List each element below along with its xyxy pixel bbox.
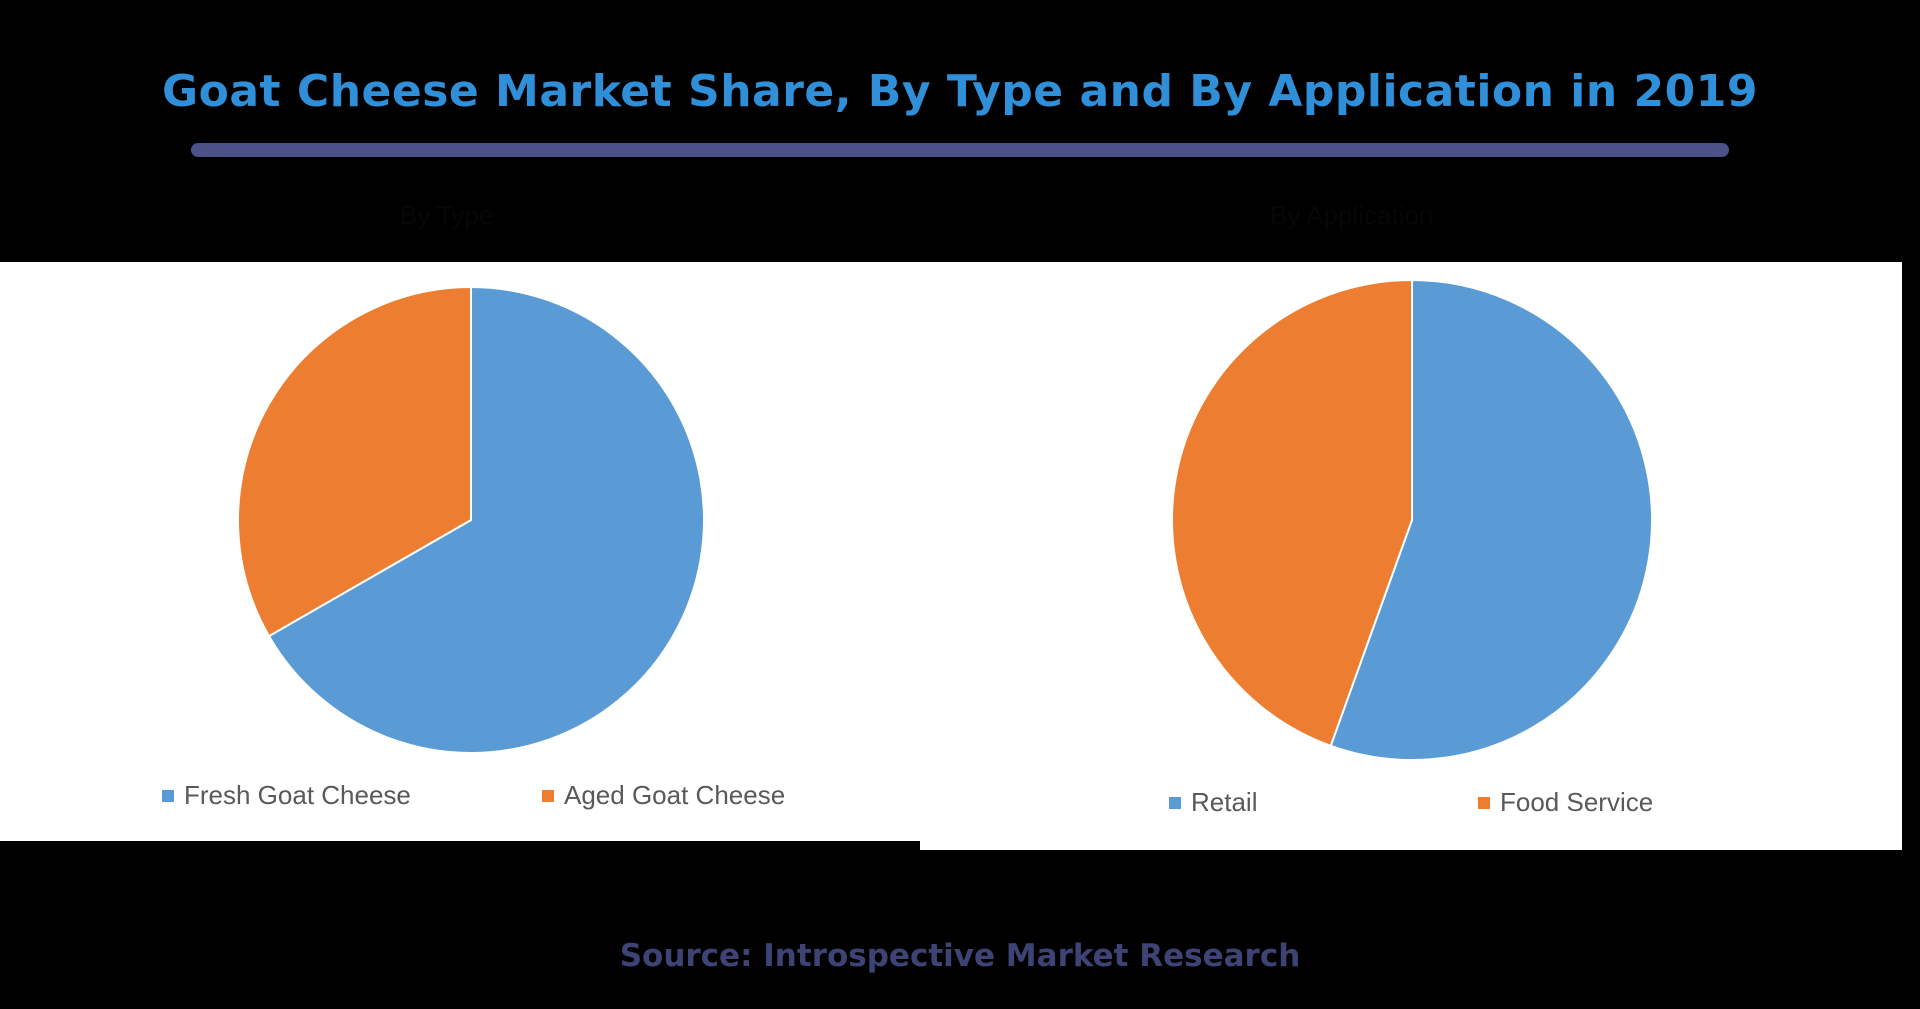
legend-swatch-icon (162, 789, 174, 802)
legend-item-fresh: Fresh Goat Cheese (162, 780, 411, 811)
legend-label: Retail (1191, 787, 1258, 817)
chart-title: Goat Cheese Market Share, By Type and By… (162, 66, 1758, 117)
legend-swatch-icon (542, 789, 554, 802)
legend-label: Food Service (1500, 787, 1654, 817)
legend-label: Fresh Goat Cheese (184, 780, 411, 810)
title-underline (191, 143, 1729, 157)
legend-item-aged: Aged Goat Cheese (542, 780, 785, 811)
source-note: Source: Introspective Market Research (619, 938, 1301, 974)
pie-slice-retail (1329, 278, 1653, 761)
pie-title-type: By Type (400, 200, 494, 230)
legend-item-retail: Retail (1169, 787, 1257, 818)
legend-swatch-icon (1169, 796, 1181, 809)
pie-slice-fresh-goat-cheese (267, 285, 705, 754)
pie-title-application: By Application (1270, 200, 1434, 230)
legend-swatch-icon (1478, 796, 1490, 809)
legend-label: Aged Goat Cheese (564, 780, 786, 810)
pie-slice-food-service (1171, 278, 1413, 748)
legend-item-food-service: Food Service (1478, 787, 1653, 818)
pie-slice-aged-goat-cheese (237, 285, 472, 638)
